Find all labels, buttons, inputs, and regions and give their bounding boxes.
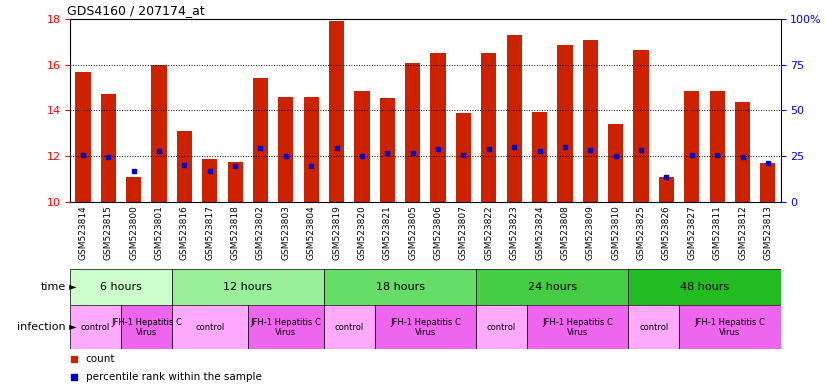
Text: GSM523804: GSM523804: [306, 205, 316, 260]
Text: GSM523814: GSM523814: [78, 205, 88, 260]
Text: control: control: [487, 323, 516, 332]
Text: 12 hours: 12 hours: [223, 282, 273, 292]
Bar: [582, 40, 598, 202]
Bar: [532, 111, 547, 202]
Text: GSM523820: GSM523820: [358, 205, 367, 260]
Bar: [558, 45, 572, 202]
Text: GDS4160 / 207174_at: GDS4160 / 207174_at: [67, 3, 204, 17]
Bar: [735, 103, 750, 202]
Bar: [70, 305, 121, 349]
Bar: [482, 53, 496, 202]
Bar: [101, 94, 116, 202]
Text: GSM523817: GSM523817: [205, 205, 214, 260]
Text: GSM523812: GSM523812: [738, 205, 747, 260]
Bar: [324, 269, 476, 305]
Text: GSM523819: GSM523819: [332, 205, 341, 260]
Text: GSM523803: GSM523803: [282, 205, 291, 260]
Bar: [75, 72, 91, 202]
Bar: [121, 305, 172, 349]
Text: control: control: [335, 323, 364, 332]
Text: 6 hours: 6 hours: [100, 282, 142, 292]
Bar: [329, 22, 344, 202]
Bar: [506, 35, 522, 202]
Text: GSM523801: GSM523801: [154, 205, 164, 260]
Text: 18 hours: 18 hours: [376, 282, 425, 292]
Bar: [151, 65, 167, 202]
Text: GSM523821: GSM523821: [382, 205, 392, 260]
Text: GSM523815: GSM523815: [104, 205, 113, 260]
Text: 24 hours: 24 hours: [528, 282, 577, 292]
Bar: [659, 177, 674, 202]
Text: GSM523816: GSM523816: [180, 205, 189, 260]
Text: JFH-1 Hepatitis C
Virus: JFH-1 Hepatitis C Virus: [542, 318, 613, 337]
Bar: [430, 53, 446, 202]
Bar: [684, 91, 700, 202]
Bar: [629, 269, 781, 305]
Text: control: control: [195, 323, 225, 332]
Bar: [380, 98, 395, 202]
Text: GSM523809: GSM523809: [586, 205, 595, 260]
Bar: [405, 63, 420, 202]
Bar: [375, 305, 476, 349]
Bar: [324, 305, 375, 349]
Bar: [177, 131, 192, 202]
Text: 48 hours: 48 hours: [680, 282, 729, 292]
Text: count: count: [86, 354, 116, 364]
Text: infection: infection: [17, 322, 66, 333]
Text: JFH-1 Hepatitis C
Virus: JFH-1 Hepatitis C Virus: [250, 318, 321, 337]
Text: GSM523826: GSM523826: [662, 205, 671, 260]
Text: GSM523822: GSM523822: [484, 205, 493, 260]
Bar: [248, 305, 324, 349]
Text: JFH-1 Hepatitis C
Virus: JFH-1 Hepatitis C Virus: [390, 318, 461, 337]
Text: GSM523807: GSM523807: [459, 205, 468, 260]
Bar: [354, 91, 369, 202]
Text: GSM523811: GSM523811: [713, 205, 722, 260]
Text: time: time: [40, 282, 66, 292]
Bar: [679, 305, 781, 349]
Text: JFH-1 Hepatitis C
Virus: JFH-1 Hepatitis C Virus: [111, 318, 182, 337]
Bar: [629, 305, 679, 349]
Bar: [710, 91, 724, 202]
Bar: [202, 159, 217, 202]
Bar: [172, 305, 248, 349]
Text: GSM523806: GSM523806: [434, 205, 443, 260]
Bar: [304, 97, 319, 202]
Bar: [476, 305, 527, 349]
Text: ►: ►: [66, 322, 77, 333]
Bar: [172, 269, 324, 305]
Text: GSM523800: GSM523800: [129, 205, 138, 260]
Text: GSM523810: GSM523810: [611, 205, 620, 260]
Text: percentile rank within the sample: percentile rank within the sample: [86, 372, 262, 382]
Bar: [227, 162, 243, 202]
Bar: [70, 269, 172, 305]
Text: ►: ►: [66, 282, 77, 292]
Bar: [760, 163, 776, 202]
Text: GSM523823: GSM523823: [510, 205, 519, 260]
Bar: [476, 269, 629, 305]
Bar: [278, 97, 293, 202]
Text: GSM523802: GSM523802: [256, 205, 265, 260]
Text: control: control: [81, 323, 110, 332]
Text: GSM523805: GSM523805: [408, 205, 417, 260]
Bar: [634, 50, 648, 202]
Text: GSM523827: GSM523827: [687, 205, 696, 260]
Bar: [527, 305, 629, 349]
Bar: [608, 124, 624, 202]
Text: GSM523813: GSM523813: [763, 205, 772, 260]
Bar: [126, 177, 141, 202]
Bar: [253, 78, 268, 202]
Bar: [456, 113, 471, 202]
Text: GSM523824: GSM523824: [535, 205, 544, 260]
Text: JFH-1 Hepatitis C
Virus: JFH-1 Hepatitis C Virus: [695, 318, 765, 337]
Text: GSM523808: GSM523808: [560, 205, 569, 260]
Text: GSM523825: GSM523825: [637, 205, 646, 260]
Text: GSM523818: GSM523818: [230, 205, 240, 260]
Text: control: control: [639, 323, 668, 332]
